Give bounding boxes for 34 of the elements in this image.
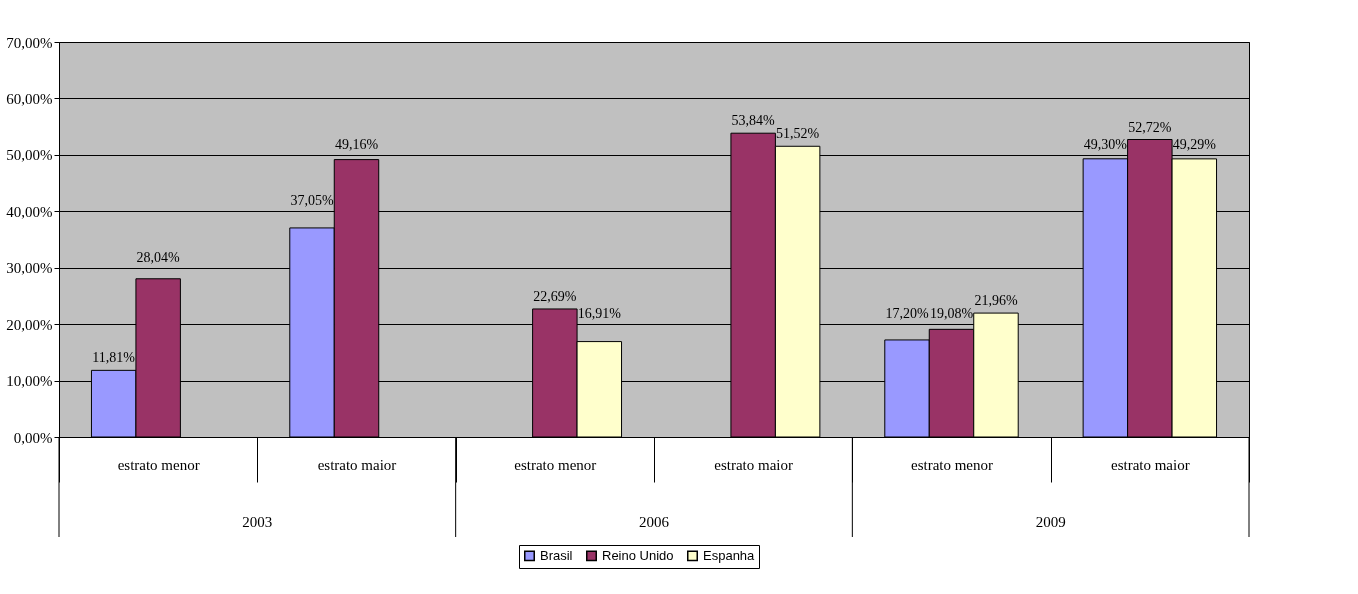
y-tick-label: 60,00%	[6, 90, 53, 107]
text: 2006	[639, 514, 670, 530]
x-tick-label: estrato menor	[910, 456, 994, 473]
data-label: 16,91%	[577, 306, 622, 322]
legend-label: Reino Unido	[602, 547, 674, 563]
y-tick-label: 20,00%	[6, 316, 53, 333]
data-label: 28,04%	[136, 249, 181, 265]
data-label: 19,08%	[929, 306, 974, 322]
x-tick-label: estrato maior	[714, 456, 794, 473]
data-label: 53,84%	[731, 113, 776, 129]
y-tick-label: 10,00%	[6, 373, 53, 390]
x-tick-label: estrato menor	[117, 456, 200, 473]
legend-label: Espanha	[703, 547, 756, 563]
y-tick-label: 40,00%	[6, 203, 53, 220]
data-label: 49,30%	[1083, 136, 1128, 152]
data-label: 22,69%	[533, 288, 577, 304]
x-tick-label: estrato maior	[1110, 456, 1190, 473]
x-tick-label: estrato menor	[514, 456, 597, 473]
y-tick-label: 0,00%	[13, 429, 53, 446]
data-label: 51,52%	[776, 126, 820, 142]
text: 2003	[242, 514, 273, 530]
x-tick-label: estrato maior	[317, 456, 397, 473]
data-label: 37,05%	[290, 193, 334, 209]
data-label: 17,20%	[885, 306, 929, 322]
legend-label: Brasil	[540, 547, 573, 563]
y-tick-label: 50,00%	[6, 147, 53, 164]
data-label: 49,29%	[1172, 136, 1217, 152]
data-label: 11,81%	[92, 350, 136, 366]
data-label: 21,96%	[974, 293, 1018, 309]
data-label: 52,72%	[1128, 119, 1172, 135]
y-tick-label: 30,00%	[6, 260, 53, 277]
data-label: 49,16%	[334, 136, 379, 152]
text: 2009	[1035, 514, 1066, 530]
y-tick-label: 70,00%	[6, 34, 53, 51]
